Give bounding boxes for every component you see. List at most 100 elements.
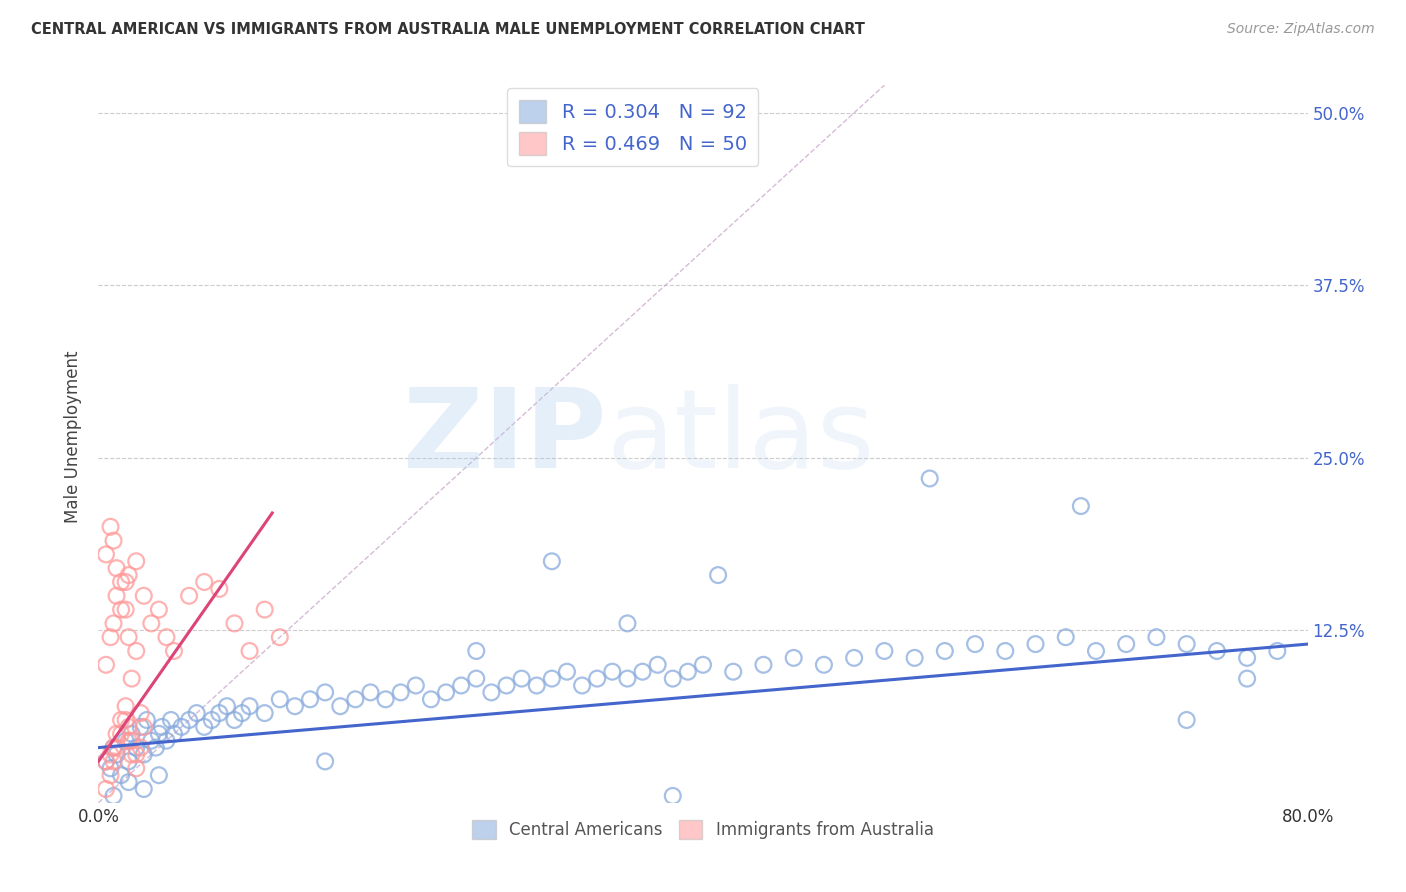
Point bbox=[105, 740, 128, 755]
Point bbox=[103, 789, 125, 803]
Point bbox=[1175, 637, 1198, 651]
Point bbox=[661, 672, 683, 686]
Point bbox=[374, 692, 396, 706]
Point bbox=[100, 520, 122, 534]
Point bbox=[103, 740, 125, 755]
Point bbox=[269, 630, 291, 644]
Point bbox=[160, 713, 183, 727]
Point bbox=[103, 755, 125, 769]
Point bbox=[125, 740, 148, 755]
Point bbox=[239, 644, 262, 658]
Point bbox=[179, 589, 201, 603]
Point bbox=[1115, 637, 1137, 651]
Point bbox=[125, 761, 148, 775]
Point bbox=[389, 685, 412, 699]
Point bbox=[844, 651, 866, 665]
Point bbox=[145, 740, 167, 755]
Point bbox=[121, 733, 143, 747]
Point bbox=[179, 713, 201, 727]
Point bbox=[813, 657, 835, 672]
Point bbox=[783, 651, 806, 665]
Point bbox=[193, 574, 215, 589]
Text: Source: ZipAtlas.com: Source: ZipAtlas.com bbox=[1227, 22, 1375, 37]
Point bbox=[110, 727, 132, 741]
Point bbox=[647, 657, 669, 672]
Point bbox=[934, 644, 956, 658]
Point bbox=[125, 554, 148, 568]
Point bbox=[239, 699, 262, 714]
Point bbox=[360, 685, 382, 699]
Point bbox=[1024, 637, 1046, 651]
Point bbox=[125, 747, 148, 762]
Point bbox=[224, 616, 246, 631]
Point bbox=[121, 727, 143, 741]
Point bbox=[526, 678, 548, 692]
Point bbox=[110, 602, 132, 616]
Legend: Central Americans, Immigrants from Australia: Central Americans, Immigrants from Austr… bbox=[465, 814, 941, 846]
Point bbox=[465, 644, 488, 658]
Point bbox=[1070, 499, 1092, 513]
Point bbox=[114, 733, 136, 747]
Point bbox=[1206, 644, 1229, 658]
Point bbox=[118, 733, 141, 747]
Point bbox=[129, 706, 152, 720]
Point bbox=[510, 672, 533, 686]
Point bbox=[103, 740, 125, 755]
Point bbox=[231, 706, 253, 720]
Point bbox=[616, 672, 638, 686]
Point bbox=[434, 685, 457, 699]
Point bbox=[918, 471, 941, 485]
Point bbox=[1085, 644, 1108, 658]
Point bbox=[110, 574, 132, 589]
Point bbox=[132, 747, 155, 762]
Point bbox=[284, 699, 307, 714]
Point bbox=[495, 678, 517, 692]
Point bbox=[110, 713, 132, 727]
Point bbox=[723, 665, 745, 679]
Point bbox=[253, 602, 276, 616]
Point bbox=[314, 685, 336, 699]
Point bbox=[994, 644, 1017, 658]
Point bbox=[148, 768, 170, 782]
Point bbox=[94, 548, 117, 562]
Point bbox=[129, 720, 152, 734]
Point bbox=[1236, 672, 1258, 686]
Point bbox=[186, 706, 208, 720]
Point bbox=[873, 644, 896, 658]
Point bbox=[1054, 630, 1077, 644]
Point bbox=[1144, 630, 1167, 644]
Point bbox=[201, 713, 224, 727]
Point bbox=[450, 678, 472, 692]
Point bbox=[1236, 651, 1258, 665]
Point bbox=[540, 672, 562, 686]
Point bbox=[193, 720, 215, 734]
Point bbox=[208, 582, 231, 596]
Text: ZIP: ZIP bbox=[404, 384, 606, 491]
Point bbox=[481, 685, 503, 699]
Point bbox=[540, 554, 562, 568]
Point bbox=[965, 637, 987, 651]
Point bbox=[1175, 713, 1198, 727]
Point bbox=[114, 574, 136, 589]
Point bbox=[100, 768, 122, 782]
Point bbox=[100, 761, 122, 775]
Point bbox=[121, 672, 143, 686]
Point bbox=[94, 782, 117, 797]
Point bbox=[586, 672, 609, 686]
Point bbox=[132, 720, 155, 734]
Point bbox=[132, 782, 155, 797]
Point bbox=[215, 699, 238, 714]
Point bbox=[121, 747, 143, 762]
Point bbox=[571, 678, 593, 692]
Point bbox=[692, 657, 714, 672]
Point bbox=[224, 713, 246, 727]
Text: CENTRAL AMERICAN VS IMMIGRANTS FROM AUSTRALIA MALE UNEMPLOYMENT CORRELATION CHAR: CENTRAL AMERICAN VS IMMIGRANTS FROM AUST… bbox=[31, 22, 865, 37]
Point bbox=[125, 644, 148, 658]
Point bbox=[631, 665, 654, 679]
Point bbox=[405, 678, 427, 692]
Point bbox=[155, 733, 177, 747]
Point bbox=[118, 755, 141, 769]
Point bbox=[314, 755, 336, 769]
Point bbox=[344, 692, 367, 706]
Point bbox=[555, 665, 578, 679]
